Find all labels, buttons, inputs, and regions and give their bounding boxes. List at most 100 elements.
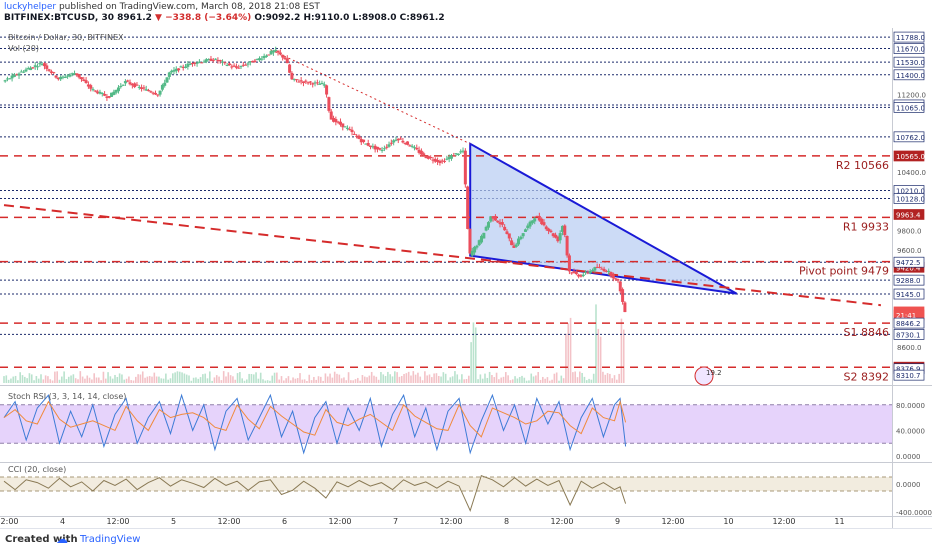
candle-body bbox=[577, 274, 581, 277]
volume-bar bbox=[477, 379, 479, 383]
volume-bar bbox=[486, 377, 489, 383]
volume-bar bbox=[618, 373, 620, 383]
volume-bar bbox=[622, 329, 625, 383]
candle-body bbox=[332, 117, 336, 122]
candle-body bbox=[570, 272, 574, 274]
x-tick-label: 7 bbox=[393, 517, 398, 526]
volume-bar bbox=[553, 373, 556, 383]
candle-body bbox=[170, 70, 174, 73]
volume-bar bbox=[109, 376, 112, 383]
volume-bar bbox=[412, 371, 415, 383]
volume-bar bbox=[511, 379, 514, 383]
author-link[interactable]: luckyhelper bbox=[4, 2, 57, 12]
volume-bar bbox=[579, 371, 581, 383]
candle-body bbox=[466, 186, 470, 229]
x-tick-label: 9 bbox=[615, 517, 620, 526]
volume-bar bbox=[190, 380, 193, 383]
candle-body bbox=[239, 65, 243, 67]
candle-body bbox=[514, 244, 518, 247]
volume-bar bbox=[100, 380, 102, 383]
symbol-name: BITFINEX:BTCUSD, 30 bbox=[4, 13, 115, 23]
candle-body bbox=[40, 64, 44, 66]
stoch-rsi-band bbox=[0, 404, 892, 444]
candle-body bbox=[121, 84, 125, 86]
volume-bar bbox=[47, 376, 49, 383]
volume-bar bbox=[104, 378, 107, 383]
candle-body bbox=[308, 81, 312, 83]
candle-body bbox=[202, 61, 206, 63]
candle-body bbox=[47, 69, 51, 71]
volume-bar bbox=[28, 373, 31, 383]
candle-body bbox=[362, 139, 366, 142]
candle-body bbox=[278, 52, 282, 55]
price-change-value: −338.8 (−3.64%) bbox=[165, 13, 252, 23]
volume-bar bbox=[620, 318, 623, 383]
volume-bar bbox=[33, 380, 35, 383]
volume-bar bbox=[317, 376, 320, 383]
candle-body bbox=[75, 73, 79, 76]
volume-bar bbox=[30, 374, 33, 383]
volume-bar bbox=[391, 376, 394, 383]
volume-bar bbox=[548, 380, 551, 383]
volume-bar bbox=[51, 380, 54, 383]
candle-body bbox=[299, 80, 303, 82]
candle-body bbox=[318, 83, 322, 85]
candle-body bbox=[403, 142, 407, 144]
candle-body bbox=[369, 145, 373, 147]
volume-bar bbox=[192, 377, 195, 383]
volume-bar bbox=[67, 376, 70, 383]
candle-body bbox=[406, 141, 410, 145]
x-tick-label: 8 bbox=[504, 517, 509, 526]
symbol-info: BITFINEX:BTCUSD, 30 8961.2 ▼ −338.8 (−3.… bbox=[4, 13, 445, 23]
stoch-rsi-tick: 80.0000 bbox=[896, 402, 925, 410]
x-tick-label: 12:00 bbox=[106, 517, 129, 526]
candle-body bbox=[325, 85, 329, 95]
candle-body bbox=[424, 156, 428, 159]
candle-body bbox=[42, 63, 46, 67]
candle-body bbox=[70, 73, 74, 75]
candle-body bbox=[482, 232, 486, 239]
volume-bar bbox=[461, 374, 463, 383]
candle-body bbox=[338, 121, 342, 125]
candle-body bbox=[274, 49, 278, 52]
volume-bar bbox=[10, 378, 12, 383]
volume-bar bbox=[468, 375, 470, 383]
candle-body bbox=[211, 59, 215, 61]
volume-bar bbox=[315, 379, 317, 383]
volume-bar bbox=[544, 378, 546, 383]
candle-body bbox=[607, 270, 611, 272]
candle-body bbox=[382, 148, 386, 150]
stoch-rsi-label: Stoch RSI (3, 3, 14, 14, close) bbox=[8, 392, 126, 401]
volume-bar bbox=[21, 375, 24, 383]
volume-bar bbox=[403, 373, 405, 383]
candle-body bbox=[61, 76, 65, 78]
candle-body bbox=[463, 150, 467, 185]
volume-bar bbox=[255, 372, 257, 383]
price-change: ▼ −338.8 (−3.64%) bbox=[155, 13, 252, 23]
support-line bbox=[3, 204, 882, 307]
volume-bar bbox=[54, 371, 56, 383]
tradingview-brand-link[interactable]: TradingView bbox=[80, 534, 141, 545]
candle-body bbox=[378, 148, 382, 150]
volume-bar bbox=[248, 373, 250, 383]
candle-body bbox=[218, 60, 222, 62]
volume-bar bbox=[516, 378, 519, 383]
volume-bar bbox=[498, 379, 500, 383]
volume-bar bbox=[613, 375, 616, 383]
volume-bar bbox=[70, 375, 72, 383]
candle-body bbox=[345, 127, 349, 129]
price-label: 9420.4 bbox=[896, 264, 921, 272]
candle-body bbox=[45, 65, 49, 69]
overlay-value: 19.2 bbox=[706, 369, 722, 377]
volume-bar bbox=[542, 376, 544, 383]
volume-bar bbox=[234, 379, 237, 383]
candle-body bbox=[147, 90, 151, 92]
volume-bar bbox=[442, 372, 445, 383]
volume-bar bbox=[65, 379, 68, 383]
volume-bar bbox=[417, 372, 419, 383]
overlay-badge[interactable]: 19.2 bbox=[694, 366, 722, 386]
volume-bar bbox=[479, 374, 482, 383]
candle-body bbox=[468, 228, 472, 254]
volume-bar bbox=[3, 376, 5, 383]
volume-bar bbox=[451, 376, 454, 383]
